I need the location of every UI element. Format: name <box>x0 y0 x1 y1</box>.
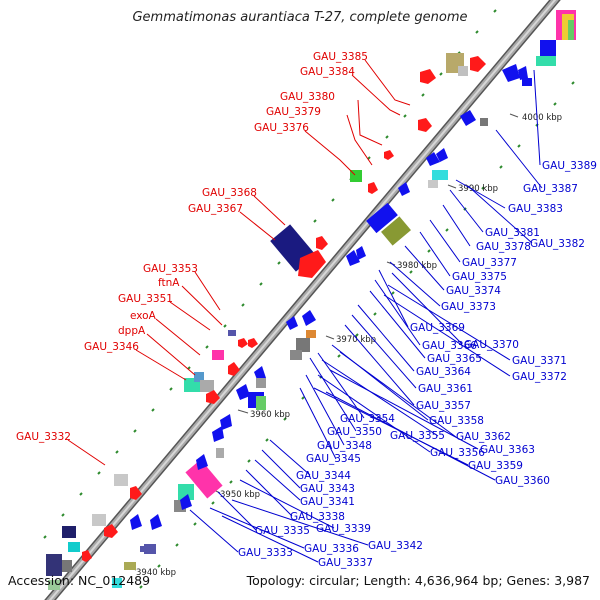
label-gau-3344: GAU_3344 <box>296 470 351 482</box>
gene-gau-3383 <box>460 110 476 126</box>
right-labels: GAU_3389 GAU_3387 GAU_3383 GAU_3381 GAU_… <box>238 160 597 569</box>
label-gau-3360: GAU_3360 <box>495 475 550 487</box>
label-gau-3354: GAU_3354 <box>340 413 395 425</box>
label-gau-3337: GAU_3337 <box>318 557 373 569</box>
gene-gau-3387 <box>502 64 520 82</box>
gene-gau-3367 <box>298 250 326 278</box>
label-gau-3384: GAU_3384 <box>300 66 355 78</box>
genome-summary-text: Topology: circular; Length: 4,636,964 bp… <box>246 573 590 588</box>
label-gau-3380: GAU_3380 <box>280 91 335 103</box>
gene-gau-3332 <box>114 474 128 486</box>
gene-gau-3379 <box>384 150 394 160</box>
label-gau-3378: GAU_3378 <box>476 241 531 253</box>
label-gau-3369: GAU_3369 <box>410 322 465 334</box>
gene-gau-3376 <box>368 182 378 194</box>
label-gau-3387: GAU_3387 <box>523 183 578 195</box>
label-gau-3363: GAU_3363 <box>480 444 535 456</box>
label-gau-3370: GAU_3370 <box>464 339 519 351</box>
gene-gau-3384 <box>470 56 486 72</box>
right-leader-lines <box>189 69 543 563</box>
label-gau-3341: GAU_3341 <box>300 496 355 508</box>
label-exoA: exoA <box>130 310 157 322</box>
label-gau-3355: GAU_3355 <box>390 430 445 442</box>
kbp-marker-3960: 3960 kbp <box>250 410 290 420</box>
kbp-marker-3940: 3940 kbp <box>136 568 176 578</box>
label-gau-3359: GAU_3359 <box>468 460 523 472</box>
left-labels: GAU_3385 GAU_3384 GAU_3380 GAU_3379 GAU_… <box>16 51 368 443</box>
gene-exoA <box>212 350 224 360</box>
gene-ftnA <box>238 338 248 348</box>
label-gau-3372: GAU_3372 <box>512 371 567 383</box>
kbp-marker-3970: 3970 kbp <box>336 335 376 345</box>
label-gau-3374: GAU_3374 <box>446 285 501 297</box>
label-gau-3383: GAU_3383 <box>508 203 563 215</box>
label-gau-3364: GAU_3364 <box>416 366 471 378</box>
label-gau-3385: GAU_3385 <box>313 51 368 63</box>
gene-gau-3385 <box>420 69 436 84</box>
kbp-marker-3980: 3980 kbp <box>397 261 437 271</box>
gene-gau-3377 <box>366 202 398 234</box>
label-gau-3377: GAU_3377 <box>462 257 517 269</box>
label-gau-3357: GAU_3357 <box>416 400 471 412</box>
label-gau-3379: GAU_3379 <box>266 106 321 118</box>
label-gau-3361: GAU_3361 <box>418 383 473 395</box>
genome-title: Gemmatimonas aurantiaca T-27, complete g… <box>132 10 468 25</box>
gene-gau-3350 <box>220 414 232 430</box>
label-gau-3353: GAU_3353 <box>143 263 198 275</box>
label-gau-3348: GAU_3348 <box>317 440 372 452</box>
label-gau-3362: GAU_3362 <box>456 431 511 443</box>
gene-gau-3378 <box>398 182 410 196</box>
label-gau-3339: GAU_3339 <box>316 523 371 535</box>
label-gau-3343: GAU_3343 <box>300 483 355 495</box>
label-gau-3342: GAU_3342 <box>368 540 423 552</box>
label-gau-3332: GAU_3332 <box>16 431 71 443</box>
label-gau-3345: GAU_3345 <box>306 453 361 465</box>
label-ftnA: ftnA <box>158 277 180 289</box>
gene-gau-3335 <box>130 514 142 530</box>
kbp-marker-3950: 3950 kbp <box>220 490 260 500</box>
label-gau-3381: GAU_3381 <box>485 227 540 239</box>
gene-gau-3375 <box>381 216 411 246</box>
reverse-strand-features <box>112 10 576 588</box>
accession-text: Accession: NC_012489 <box>8 573 151 588</box>
kbp-marker-4000: 4000 kbp <box>522 113 562 123</box>
label-gau-3351: GAU_3351 <box>118 293 173 305</box>
label-gau-3338: GAU_3338 <box>290 511 345 523</box>
gene-gau-3380 <box>418 118 432 132</box>
label-dppA: dppA <box>118 325 146 337</box>
label-gau-3371: GAU_3371 <box>512 355 567 367</box>
gene-dppA <box>228 362 240 376</box>
label-gau-3367: GAU_3367 <box>188 203 243 215</box>
gene-gau-3353 <box>228 330 236 336</box>
gene-gau-3344 <box>196 454 208 470</box>
backbone <box>44 0 561 600</box>
label-gau-3346: GAU_3346 <box>84 341 139 353</box>
label-gau-3382: GAU_3382 <box>530 238 585 250</box>
gene-gau-3374 <box>346 250 360 266</box>
left-leader-lines <box>67 59 411 466</box>
gene-pink-block <box>185 459 223 499</box>
label-gau-3333: GAU_3333 <box>238 547 293 559</box>
label-gau-3375: GAU_3375 <box>452 271 507 283</box>
forward-strand-features <box>46 53 486 590</box>
label-gau-3366: GAU_3366 <box>422 340 477 352</box>
gene-gau-3381 <box>426 152 440 166</box>
label-gau-3368: GAU_3368 <box>202 187 257 199</box>
label-gau-3336: GAU_3336 <box>304 543 359 555</box>
label-gau-3373: GAU_3373 <box>441 301 496 313</box>
gene-gau-3338 <box>180 494 192 510</box>
label-gau-3358: GAU_3358 <box>429 415 484 427</box>
label-gau-3350: GAU_3350 <box>327 426 382 438</box>
label-gau-3356: GAU_3356 <box>430 447 485 459</box>
kbp-marker-3990: 3990 kbp <box>458 184 498 194</box>
label-gau-3376: GAU_3376 <box>254 122 309 134</box>
gene-gau-3369 <box>302 310 316 326</box>
label-gau-3365: GAU_3365 <box>427 353 482 365</box>
label-gau-3389: GAU_3389 <box>542 160 597 172</box>
label-gau-3335: GAU_3335 <box>255 525 310 537</box>
